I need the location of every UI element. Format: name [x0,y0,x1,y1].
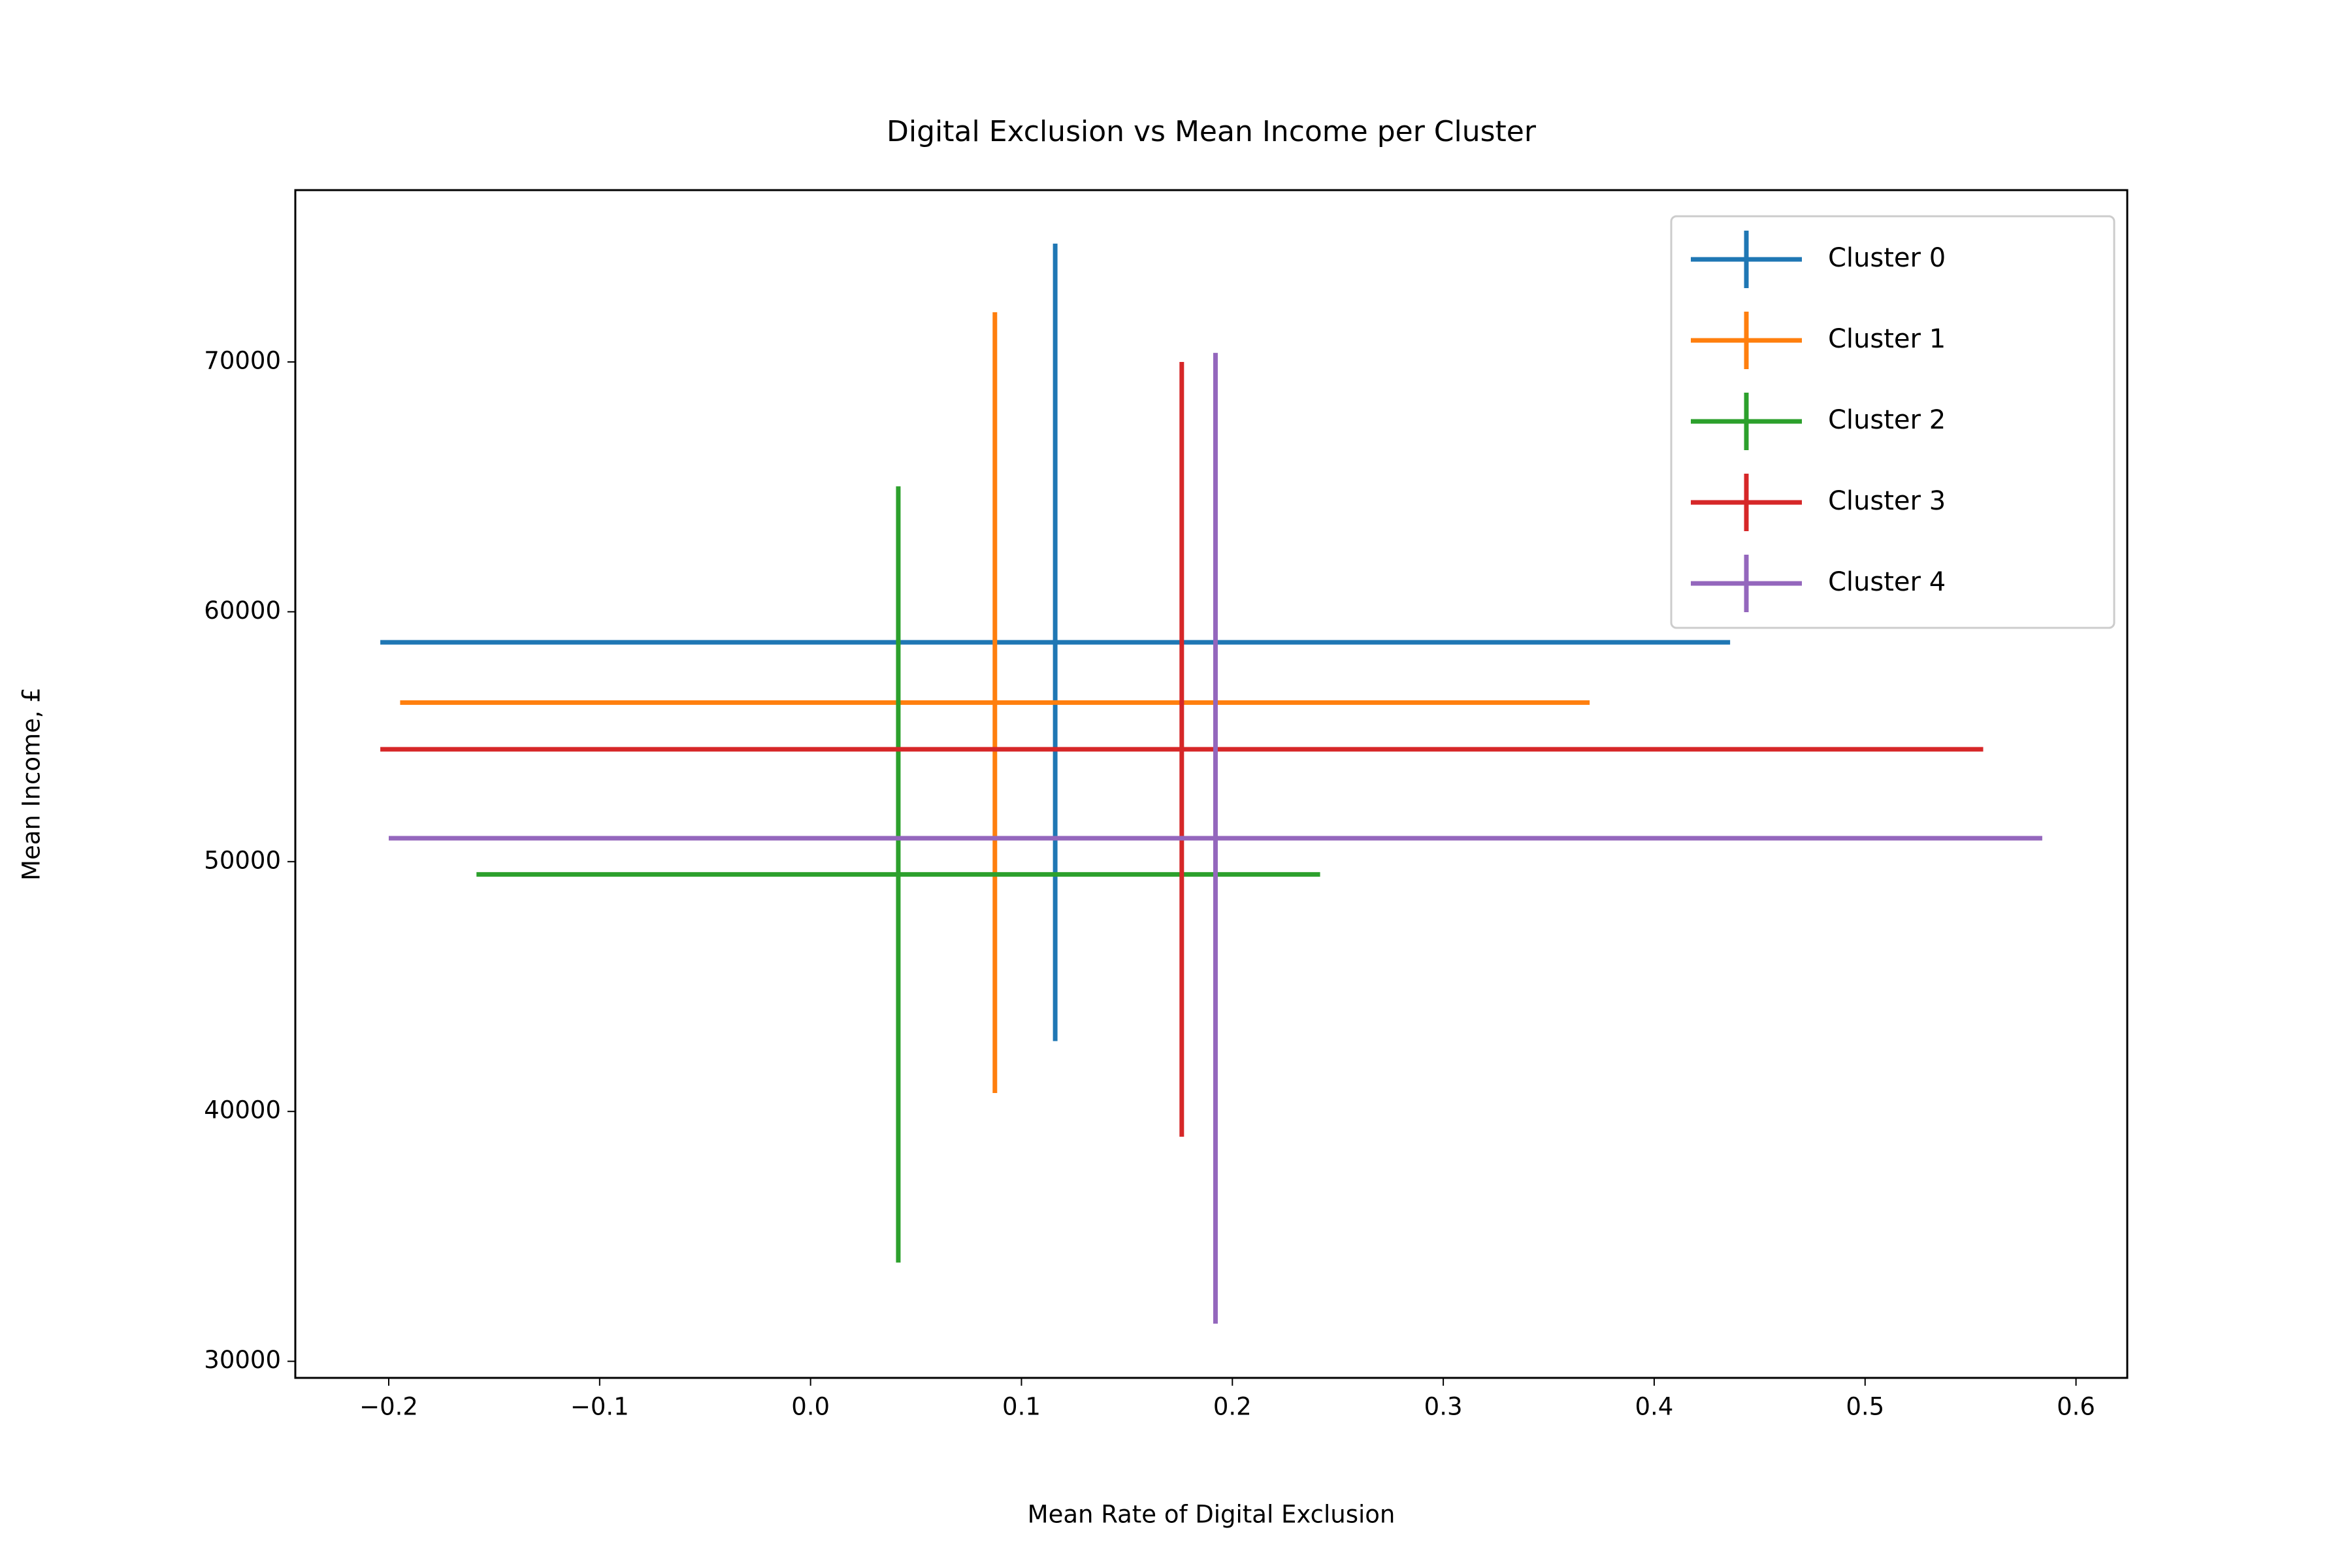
legend-label: Cluster 1 [1828,324,1946,354]
legend: Cluster 0 Cluster 1 Cluster 2 Cluster 3 Clus… [1670,215,2115,629]
x-tick-label: −0.1 [570,1393,629,1421]
chart-title: Digital Exclusion vs Mean Income per Clu… [887,115,1537,148]
y-tick-label: 50000 [204,846,281,874]
legend-label: Cluster 0 [1828,243,1946,273]
x-tick-label: 0.5 [1846,1393,1884,1421]
y-tick-label: 40000 [204,1096,281,1124]
y-tick-label: 60000 [204,596,281,625]
y-axis-label: Mean Income, £ [18,687,46,881]
y-tick-label: 30000 [204,1346,281,1374]
legend-label: Cluster 4 [1828,567,1946,597]
legend-label: Cluster 2 [1828,405,1946,435]
legend-box [1670,215,2115,629]
y-tick-label: 70000 [204,347,281,375]
x-tick-label: 0.0 [791,1393,830,1421]
x-tick-label: 0.6 [2057,1393,2095,1421]
legend-label: Cluster 3 [1828,486,1946,516]
x-tick-label: 0.4 [1635,1393,1673,1421]
plot-frame [294,189,2129,1379]
x-tick-label: 0.1 [1002,1393,1041,1421]
x-tick-label: −0.2 [359,1393,418,1421]
x-tick-label: 0.2 [1213,1393,1252,1421]
x-axis-label: Mean Rate of Digital Exclusion [1028,1501,1396,1529]
x-tick-label: 0.3 [1424,1393,1463,1421]
